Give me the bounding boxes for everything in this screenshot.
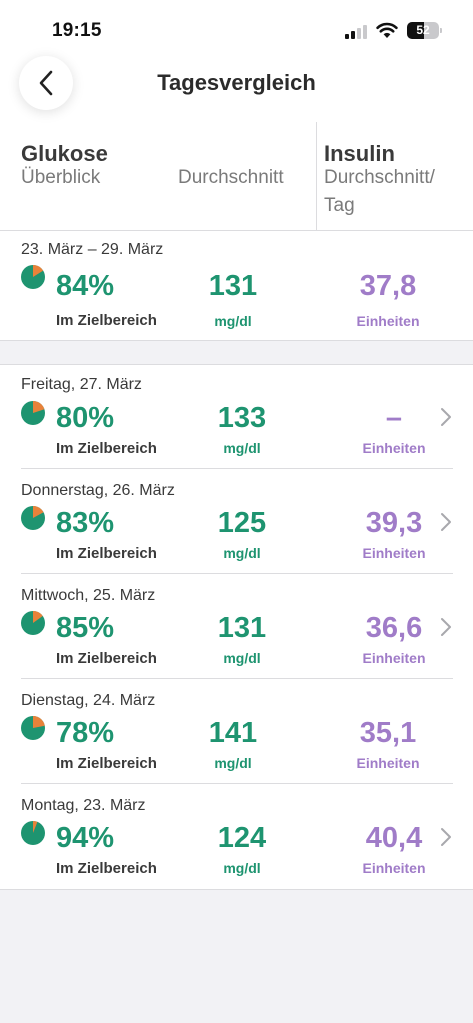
out-of-range-slice [33, 821, 38, 833]
insulin-column-title: Insulin [324, 141, 395, 166]
day-insulin-unit: Einheiten [362, 545, 426, 561]
day-in-range-percent: 80% [56, 402, 115, 434]
content-panel [0, 0, 473, 890]
out-of-range-slice [33, 401, 45, 413]
battery-icon: 52 [407, 22, 439, 39]
day-insulin-value: 40,4 [365, 822, 423, 854]
day-in-range-percent: 94% [56, 822, 115, 854]
summary-average-value: 131 [208, 270, 258, 302]
day-in-range-percent: 85% [56, 612, 115, 644]
day-insulin-unit: Einheiten [362, 860, 426, 876]
day-insulin-unit: Einheiten [362, 440, 426, 456]
average-column-title: Durchschnitt [178, 167, 284, 188]
day-average-value: 124 [217, 822, 267, 854]
in-range-pie-icon [21, 506, 45, 530]
summary-in-range-label: Im Zielbereich [56, 312, 157, 329]
row-divider [21, 573, 453, 574]
chevron-right-icon[interactable] [438, 826, 454, 848]
day-in-range-label: Im Zielbereich [56, 545, 157, 562]
day-average-unit: mg/dl [214, 755, 252, 771]
day-insulin-value: – [385, 402, 403, 434]
page-title: Tagesvergleich [157, 70, 316, 95]
status-time: 19:15 [52, 20, 102, 41]
day-insulin-value: 39,3 [365, 507, 423, 539]
day-insulin-unit: Einheiten [356, 755, 420, 771]
day-in-range-label: Im Zielbereich [56, 860, 157, 877]
header-divider [0, 230, 473, 231]
day-in-range-label: Im Zielbereich [56, 650, 157, 667]
status-bar: 19:15 52 [0, 0, 473, 62]
back-button[interactable] [19, 56, 73, 110]
day-average-unit: mg/dl [223, 440, 261, 456]
day-in-range-label: Im Zielbereich [56, 440, 157, 457]
list-bottom-divider [0, 889, 473, 890]
day-date: Montag, 23. März [21, 797, 146, 814]
day-average-unit: mg/dl [223, 545, 261, 561]
out-of-range-slice [33, 716, 45, 728]
day-average-unit: mg/dl [223, 860, 261, 876]
in-range-pie-icon [21, 821, 45, 845]
glucose-column-title: Glukose [21, 141, 108, 166]
battery-level: 52 [416, 23, 430, 37]
day-insulin-unit: Einheiten [362, 650, 426, 666]
day-insulin-value: 35,1 [359, 717, 417, 749]
in-range-pie-icon [21, 716, 45, 740]
insulin-column-subtitle-2: Tag [324, 195, 355, 216]
day-in-range-percent: 83% [56, 507, 115, 539]
day-date: Freitag, 27. März [21, 376, 142, 393]
row-divider [21, 468, 453, 469]
out-of-range-slice [33, 265, 44, 277]
chevron-left-icon [39, 70, 53, 96]
day-average-value: 141 [208, 717, 258, 749]
day-average-value: 125 [217, 507, 267, 539]
row-divider [21, 783, 453, 784]
day-average-value: 131 [217, 612, 267, 644]
day-date: Dienstag, 24. März [21, 692, 156, 709]
summary-divider [0, 340, 473, 341]
summary-in-range-percent: 84% [56, 270, 115, 302]
chevron-right-icon[interactable] [438, 406, 454, 428]
glucose-column-subtitle: Überblick [21, 167, 101, 188]
battery-nub [440, 28, 442, 33]
out-of-range-slice [33, 506, 44, 518]
day-average-value: 133 [217, 402, 267, 434]
in-range-pie-icon [21, 611, 45, 635]
column-divider [316, 122, 317, 230]
insulin-column-subtitle: Durchschnitt/ [324, 167, 435, 188]
day-insulin-value: 36,6 [365, 612, 423, 644]
wifi-icon [376, 22, 398, 38]
in-range-pie-icon [21, 265, 45, 289]
chevron-right-icon[interactable] [438, 616, 454, 638]
day-date: Donnerstag, 26. März [21, 482, 175, 499]
section-divider [0, 364, 473, 365]
day-average-unit: mg/dl [223, 650, 261, 666]
cellular-signal-icon [345, 25, 371, 39]
summary-insulin-unit: Einheiten [356, 313, 420, 329]
summary-date-range: 23. März – 29. März [21, 241, 164, 258]
summary-insulin-value: 37,8 [359, 270, 417, 302]
day-date: Mittwoch, 25. März [21, 587, 156, 604]
day-in-range-percent: 78% [56, 717, 115, 749]
out-of-range-slice [33, 611, 43, 623]
day-in-range-label: Im Zielbereich [56, 755, 157, 772]
row-divider [21, 678, 453, 679]
section-separator [0, 341, 473, 365]
in-range-pie-icon [21, 401, 45, 425]
chevron-right-icon[interactable] [438, 511, 454, 533]
summary-average-unit: mg/dl [214, 313, 252, 329]
